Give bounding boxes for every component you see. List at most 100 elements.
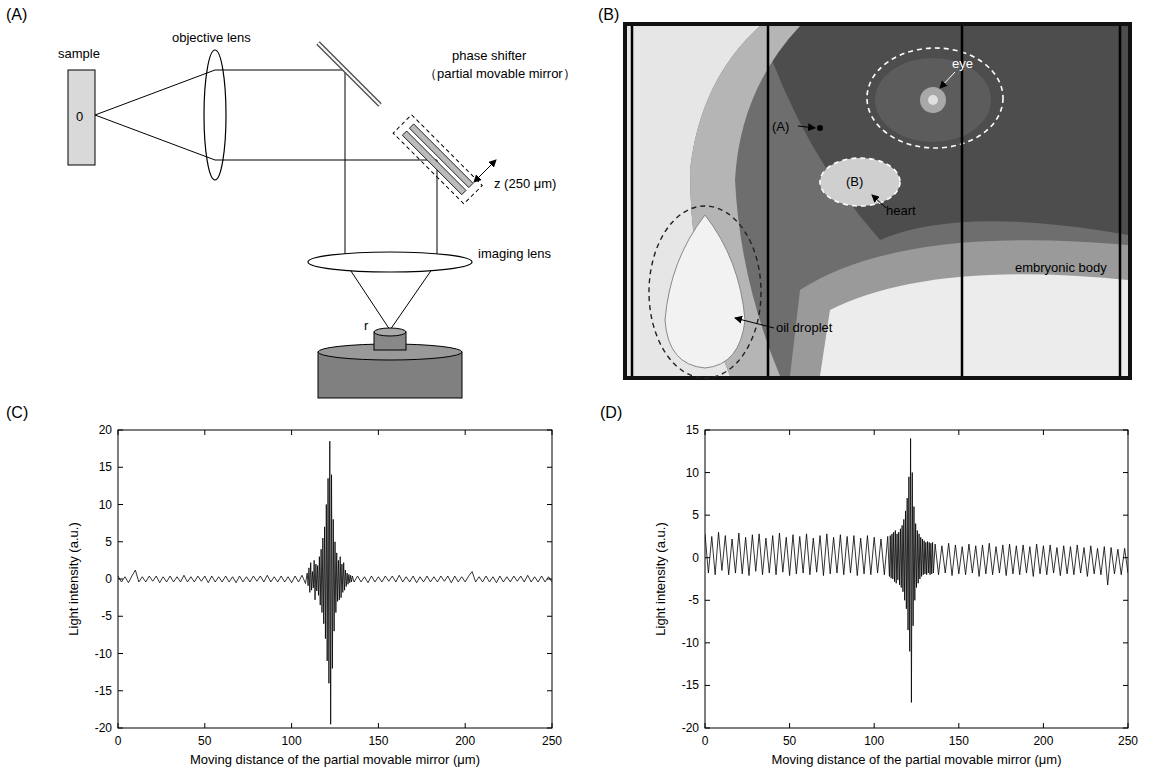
x-axis-title: Moving distance of the partial movable m… (772, 752, 1062, 767)
x-tick-label: 200 (1033, 734, 1053, 748)
y-tick (547, 616, 552, 617)
signal-line (705, 439, 1128, 703)
origin-label: 0 (76, 109, 83, 124)
y-tick-label: -20 (95, 721, 113, 735)
stitch-line (631, 26, 634, 376)
dark-region (760, 26, 1128, 240)
y-tick (118, 504, 123, 505)
x-tick (291, 723, 292, 728)
pointer (872, 195, 886, 208)
x-tick (465, 723, 466, 728)
plot-area (705, 439, 1128, 703)
y-tick (705, 642, 710, 643)
point-a (817, 125, 823, 131)
eye-lens (920, 87, 946, 113)
r-label: r (364, 318, 369, 333)
eye-center (928, 95, 938, 105)
movable-mirror (402, 131, 466, 195)
light-ray (215, 70, 345, 71)
y-tick-label: -15 (682, 678, 700, 692)
y-tick-label: -5 (688, 593, 699, 607)
y-tick-label: 5 (105, 535, 112, 549)
x-tick-label: 0 (702, 734, 709, 748)
y-tick-label: 20 (99, 423, 113, 437)
x-tick (958, 430, 959, 435)
light-ray (345, 70, 346, 262)
phase-shifter-label: phase shifter (452, 48, 527, 63)
x-tick-label: 200 (455, 734, 475, 748)
y-tick-label: 10 (686, 466, 700, 480)
y-tick (1123, 515, 1128, 516)
z-arrow (474, 160, 496, 182)
y-tick (705, 685, 710, 686)
y-tick (705, 472, 710, 473)
light-ray (95, 115, 215, 160)
x-tick (204, 723, 205, 728)
stitch-line (767, 26, 770, 376)
x-tick (291, 430, 292, 435)
panel-letter: (B) (598, 6, 619, 23)
y-tick-label: 15 (99, 460, 113, 474)
x-tick-label: 50 (198, 734, 212, 748)
x-tick (789, 723, 790, 728)
pointer (940, 72, 955, 88)
chart: 050100150200250-20-15-10-5051015Moving d… (653, 423, 1138, 767)
x-tick-label: 100 (864, 734, 884, 748)
x-tick-label: 150 (368, 734, 388, 748)
objective-lens-label: objective lens (172, 30, 251, 45)
y-tick (705, 557, 710, 558)
light-ray (95, 70, 215, 115)
x-tick-label: 0 (115, 734, 122, 748)
x-tick-label: 150 (949, 734, 969, 748)
x-tick (1043, 723, 1044, 728)
figure: (A)(B)(C)(D)sample0objective lensphase s… (0, 0, 1156, 776)
y-tick (118, 467, 123, 468)
stitch-line (1119, 26, 1122, 376)
movable-mirror (409, 124, 473, 188)
light-ray (215, 160, 437, 161)
x-tick (958, 723, 959, 728)
body-band (790, 240, 1128, 376)
oil-droplet-outline (649, 206, 761, 378)
eye-outline (867, 48, 1003, 148)
x-tick (874, 430, 875, 435)
y-axis-title: Light intensity (a.u.) (653, 522, 668, 635)
x-tick (874, 723, 875, 728)
y-tick (118, 653, 123, 654)
y-tick (118, 616, 123, 617)
y-tick (705, 515, 710, 516)
stitch-line (961, 26, 964, 376)
y-tick (118, 579, 123, 580)
embryonic-body-label: embryonic body (1015, 260, 1107, 275)
y-tick-label: -10 (682, 636, 700, 650)
y-tick-label: 10 (99, 498, 113, 512)
x-tick-label: 250 (1118, 734, 1138, 748)
x-axis-title: Moving distance of the partial movable m… (190, 752, 480, 767)
plot-frame (118, 430, 552, 728)
y-tick (547, 504, 552, 505)
y-tick (547, 467, 552, 468)
y-tick (547, 690, 552, 691)
plot-frame (705, 430, 1128, 728)
y-tick-label: 5 (692, 508, 699, 522)
signal-line (118, 441, 552, 724)
embryonic-body (820, 274, 1128, 376)
y-tick-label: 0 (692, 551, 699, 565)
sample (68, 70, 95, 165)
optical-diagram: sample0objective lensphase shifter（parti… (58, 30, 576, 398)
y-tick-label: -10 (95, 647, 113, 661)
light-ray (437, 160, 438, 262)
y-tick (118, 541, 123, 542)
sample-label: sample (58, 46, 100, 61)
y-tick-label: 15 (686, 423, 700, 437)
image-frame (625, 24, 1130, 378)
heart-label: heart (886, 203, 916, 218)
sensor-top (374, 328, 406, 336)
eye (875, 58, 991, 142)
y-tick (547, 541, 552, 542)
x-tick-label: 50 (783, 734, 797, 748)
plot-area (118, 441, 552, 724)
y-tick-label: -15 (95, 684, 113, 698)
region-b-label: (B) (846, 174, 863, 189)
pointer (735, 318, 774, 328)
